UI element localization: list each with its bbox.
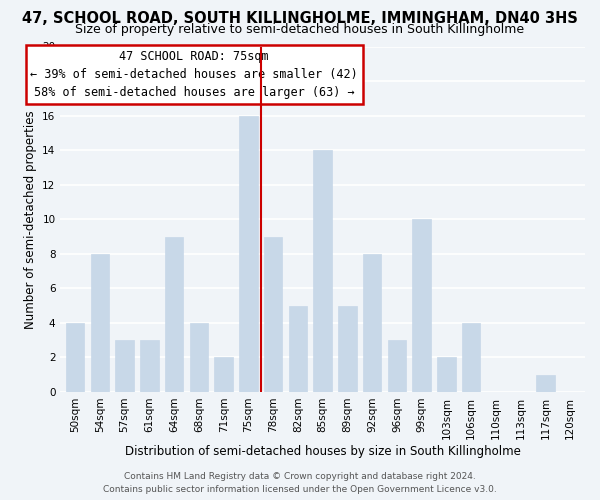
Bar (289, 306, 307, 392)
Bar (91, 254, 109, 392)
Text: Size of property relative to semi-detached houses in South Killingholme: Size of property relative to semi-detach… (76, 22, 524, 36)
Bar (140, 340, 158, 392)
Text: 47, SCHOOL ROAD, SOUTH KILLINGHOLME, IMMINGHAM, DN40 3HS: 47, SCHOOL ROAD, SOUTH KILLINGHOLME, IMM… (22, 11, 578, 26)
Bar (115, 340, 134, 392)
Bar (190, 323, 208, 392)
Bar (536, 374, 554, 392)
Bar (363, 254, 382, 392)
Y-axis label: Number of semi-detached properties: Number of semi-detached properties (23, 110, 37, 328)
Bar (264, 236, 283, 392)
Bar (165, 236, 184, 392)
Bar (338, 306, 356, 392)
Bar (239, 116, 257, 392)
Bar (462, 323, 481, 392)
X-axis label: Distribution of semi-detached houses by size in South Killingholme: Distribution of semi-detached houses by … (125, 444, 521, 458)
Text: 47 SCHOOL ROAD: 75sqm
← 39% of semi-detached houses are smaller (42)
58% of semi: 47 SCHOOL ROAD: 75sqm ← 39% of semi-deta… (30, 50, 358, 99)
Bar (214, 358, 233, 392)
Bar (388, 340, 406, 392)
Bar (437, 358, 455, 392)
Bar (412, 219, 431, 392)
Bar (66, 323, 85, 392)
Bar (313, 150, 332, 392)
Text: Contains HM Land Registry data © Crown copyright and database right 2024.
Contai: Contains HM Land Registry data © Crown c… (103, 472, 497, 494)
